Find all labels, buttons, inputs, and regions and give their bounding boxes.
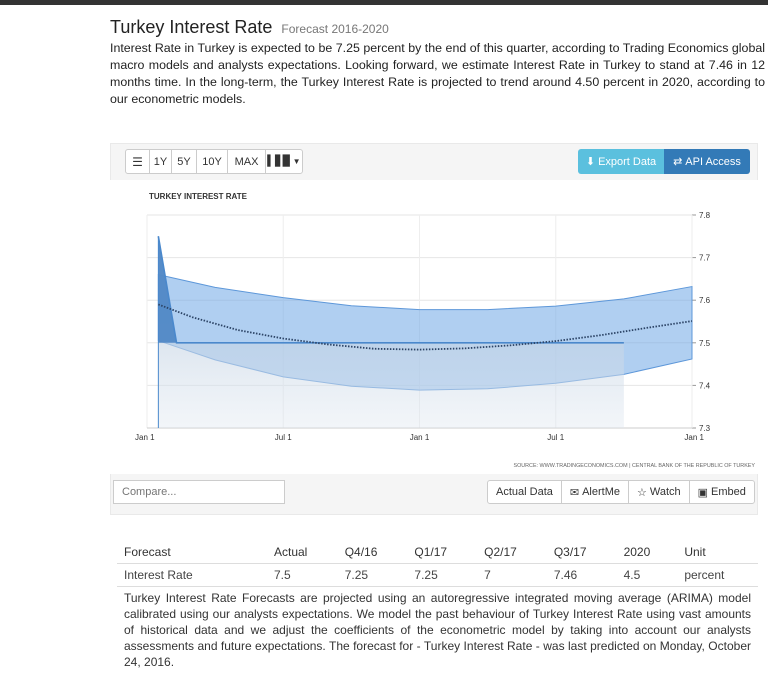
page-title-text: Turkey Interest Rate bbox=[110, 17, 273, 37]
watch-label: Watch bbox=[649, 486, 681, 498]
table-cell: 7 bbox=[477, 563, 547, 587]
table-cell: 4.5 bbox=[616, 563, 678, 587]
y-tick-label: 7.6 bbox=[699, 296, 711, 305]
y-tick-label: 7.5 bbox=[699, 339, 711, 348]
bar-chart-icon: ▍▋▉ bbox=[267, 156, 291, 167]
y-tick-label: 7.7 bbox=[699, 254, 711, 263]
export-data-label: Export Data bbox=[598, 155, 657, 168]
forecast-table-header: Forecast Actual Q4/16 Q1/17 Q2/17 Q3/17 … bbox=[117, 541, 758, 564]
table-cell: 7.25 bbox=[337, 563, 408, 587]
embed-button[interactable]: ▣ Embed bbox=[690, 481, 754, 503]
download-icon: ⬇ bbox=[585, 156, 596, 168]
x-tick-label: Jan 1 bbox=[135, 433, 155, 442]
y-tick-label: 7.8 bbox=[699, 211, 711, 220]
chart-type-dropdown[interactable]: ▍▋▉ ▼ bbox=[266, 150, 302, 173]
table-row: Interest Rate 7.5 7.25 7.25 7 7.46 4.5 p… bbox=[117, 563, 758, 587]
column-header: Q2/17 bbox=[477, 541, 547, 564]
table-cell: 7.5 bbox=[267, 563, 338, 587]
envelope-icon: ✉ bbox=[569, 486, 580, 499]
chart-marks bbox=[157, 236, 693, 428]
alert-me-button[interactable]: ✉ AlertMe bbox=[562, 481, 629, 503]
range-5y-button[interactable]: 5Y bbox=[172, 150, 197, 173]
y-tick-label: 7.4 bbox=[699, 381, 711, 390]
actual-line bbox=[157, 236, 624, 344]
chart-source: SOURCE: WWW.TRADINGECONOMICS.COM | CENTR… bbox=[513, 463, 755, 469]
image-icon: ▣ bbox=[697, 486, 709, 499]
column-header: Actual bbox=[267, 541, 338, 564]
watch-button[interactable]: ☆ Watch bbox=[629, 481, 690, 503]
intro-paragraph: Interest Rate in Turkey is expected to b… bbox=[110, 41, 765, 106]
star-icon: ☆ bbox=[637, 486, 647, 499]
table-cell: 7.46 bbox=[546, 563, 617, 587]
chart-actions: Actual Data ✉ AlertMe ☆ Watch ▣ Embed bbox=[487, 480, 755, 504]
column-header: Unit bbox=[677, 541, 758, 564]
page-title: Turkey Interest Rate Forecast 2016-2020 bbox=[110, 17, 389, 38]
table-cell: Interest Rate bbox=[117, 563, 267, 587]
y-tick-label: 7.3 bbox=[699, 424, 711, 433]
range-max-button[interactable]: MAX bbox=[228, 150, 266, 173]
actual-data-button[interactable]: Actual Data bbox=[488, 481, 562, 503]
top-bar bbox=[0, 0, 768, 5]
alert-me-label: AlertMe bbox=[582, 486, 620, 498]
table-cell: 7.25 bbox=[407, 563, 478, 587]
table-view-button[interactable]: ☰ bbox=[126, 150, 150, 173]
api-access-label: API Access bbox=[685, 155, 741, 168]
chart-range-toolbar: ☰ 1Y 5Y 10Y MAX ▍▋▉ ▼ bbox=[125, 149, 303, 174]
caret-down-icon: ▼ bbox=[292, 157, 301, 166]
column-header: Q1/17 bbox=[407, 541, 478, 564]
compare-input[interactable] bbox=[113, 480, 285, 504]
range-1y-button[interactable]: 1Y bbox=[150, 150, 172, 173]
list-icon: ☰ bbox=[132, 154, 143, 169]
forecast-table: Forecast Actual Q4/16 Q1/17 Q2/17 Q3/17 … bbox=[117, 541, 758, 587]
exchange-icon: ⇄ bbox=[673, 156, 683, 168]
x-tick-label: Jan 1 bbox=[684, 433, 704, 442]
api-access-button[interactable]: ⇄ API Access bbox=[664, 149, 750, 174]
x-tick-label: Jul 1 bbox=[547, 433, 564, 442]
column-header: 2020 bbox=[616, 541, 678, 564]
export-data-button[interactable]: ⬇ Export Data bbox=[578, 149, 664, 174]
column-header: Q3/17 bbox=[546, 541, 617, 564]
range-10y-button[interactable]: 10Y bbox=[197, 150, 228, 173]
forecast-note: Turkey Interest Rate Forecasts are proje… bbox=[124, 591, 751, 669]
page-subtitle: Forecast 2016-2020 bbox=[281, 22, 389, 36]
column-header: Forecast bbox=[117, 541, 267, 564]
actual-area bbox=[158, 236, 624, 428]
chart-title: TURKEY INTEREST RATE bbox=[149, 192, 248, 201]
x-tick-label: Jan 1 bbox=[410, 433, 430, 442]
embed-label: Embed bbox=[711, 486, 746, 498]
actual-data-label: Actual Data bbox=[496, 486, 553, 498]
table-cell: percent bbox=[677, 563, 758, 587]
column-header: Q4/16 bbox=[337, 541, 408, 564]
x-tick-label: Jul 1 bbox=[275, 433, 292, 442]
